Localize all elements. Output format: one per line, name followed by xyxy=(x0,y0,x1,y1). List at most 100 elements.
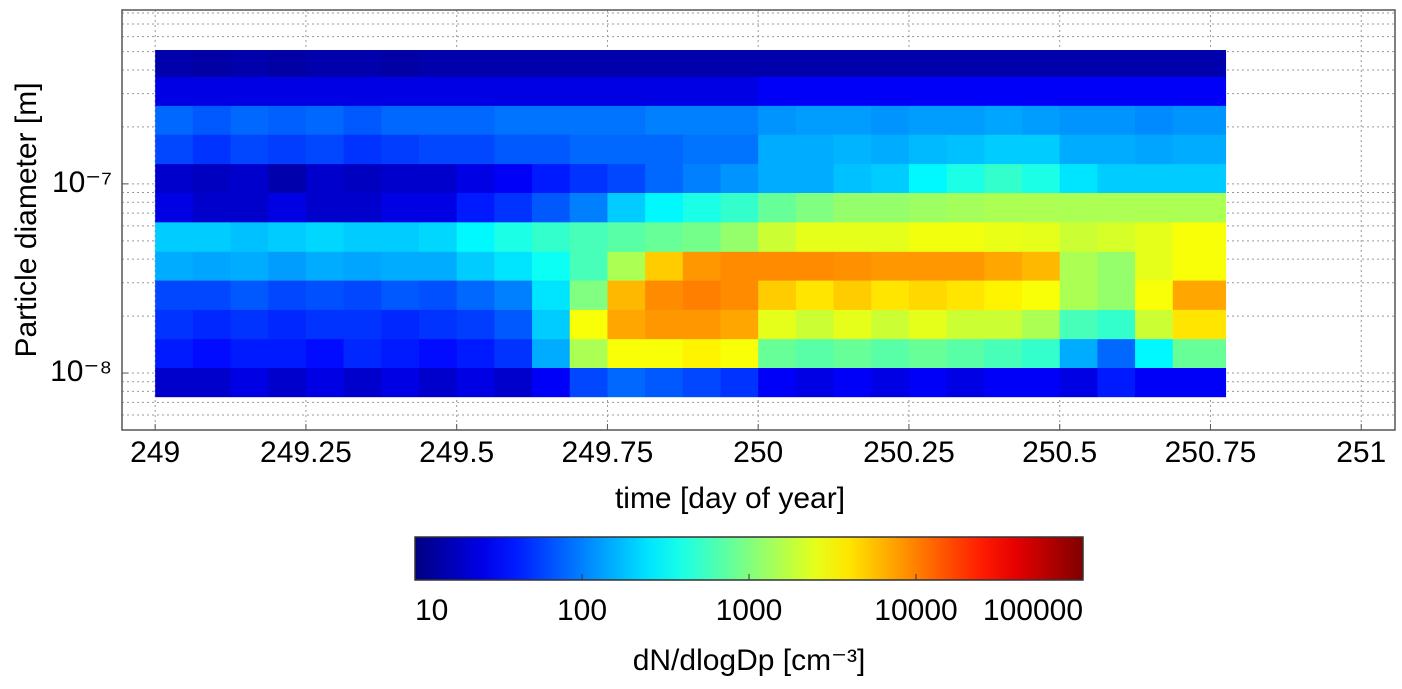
heatmap-cell xyxy=(532,76,571,106)
heatmap-cell xyxy=(418,192,458,223)
heatmap-cell xyxy=(871,105,910,135)
heatmap-cell xyxy=(230,309,269,340)
heatmap-cell xyxy=(268,163,307,194)
heatmap-cell xyxy=(268,338,307,368)
heatmap-cell xyxy=(607,367,646,398)
heatmap-cell xyxy=(192,163,232,194)
heatmap-cell xyxy=(795,280,835,310)
heatmap-cell xyxy=(155,76,194,106)
heatmap-cell xyxy=(1135,251,1174,281)
heatmap-cell xyxy=(343,309,382,340)
heatmap-cell xyxy=(645,367,684,398)
heatmap-cell xyxy=(230,105,269,135)
x-axis-label: time [day of year] xyxy=(615,482,845,515)
x-tick-label: 250.5 xyxy=(1022,436,1097,469)
heatmap-cell xyxy=(456,280,495,310)
heatmap-cell xyxy=(720,76,759,106)
heatmap-cell xyxy=(381,338,420,368)
heatmap-cell xyxy=(645,251,684,281)
heatmap-cell xyxy=(494,309,533,340)
heatmap-cell xyxy=(569,221,608,252)
heatmap-cell xyxy=(1097,367,1136,398)
x-tick-label: 249.5 xyxy=(419,436,494,469)
heatmap-cell xyxy=(494,105,533,135)
y-axis-label: Particle diameter [m] xyxy=(10,82,43,357)
heatmap-cell xyxy=(984,309,1023,340)
heatmap-cell xyxy=(645,163,684,194)
heatmap-cell xyxy=(607,192,646,223)
heatmap-cell xyxy=(645,76,684,106)
heatmap-cell xyxy=(569,309,608,340)
heatmap-cell xyxy=(908,134,948,165)
heatmap-cell xyxy=(268,309,307,340)
heatmap-cell xyxy=(381,76,420,106)
heatmap-cell xyxy=(1172,163,1227,194)
heatmap-cell xyxy=(833,163,872,194)
heatmap-cell xyxy=(720,50,759,77)
heatmap-cell xyxy=(1059,251,1098,281)
heatmap-cell xyxy=(155,221,194,252)
heatmap-cell xyxy=(1022,76,1061,106)
heatmap-cell xyxy=(984,163,1023,194)
heatmap-cell xyxy=(381,367,420,398)
heatmap-cell xyxy=(871,50,910,77)
heatmap-cell xyxy=(418,76,458,106)
heatmap-cell xyxy=(532,163,571,194)
heatmap-cell xyxy=(607,251,646,281)
heatmap-cell xyxy=(456,105,495,135)
heatmap-cell xyxy=(607,221,646,252)
heatmap-cell xyxy=(758,367,797,398)
heatmap-cell xyxy=(1135,134,1174,165)
heatmap-cell xyxy=(946,251,985,281)
heatmap-cell xyxy=(305,163,345,194)
heatmap-cell xyxy=(230,192,269,223)
x-tick-label: 249 xyxy=(130,436,180,469)
heatmap-cell xyxy=(268,50,307,77)
heatmap-cell xyxy=(1172,338,1227,368)
heatmap-cell xyxy=(305,338,345,368)
heatmap-cell xyxy=(1059,367,1098,398)
heatmap-cell xyxy=(946,192,985,223)
heatmap-cell xyxy=(795,163,835,194)
heatmap-cell xyxy=(758,338,797,368)
colorbar xyxy=(414,536,1084,581)
heatmap-cell xyxy=(381,280,420,310)
heatmap-cell xyxy=(1097,221,1136,252)
heatmap-cell xyxy=(494,192,533,223)
heatmap-cell xyxy=(1097,280,1136,310)
heatmap-cell xyxy=(343,251,382,281)
x-tick-label: 250.25 xyxy=(863,436,955,469)
heatmap-cell xyxy=(1022,105,1061,135)
colorbar-tick-label: 10 xyxy=(415,594,448,627)
heatmap-cell xyxy=(720,192,759,223)
heatmap-cell xyxy=(720,251,759,281)
heatmap-cell xyxy=(946,309,985,340)
heatmap-cell xyxy=(192,251,232,281)
heatmap-cell xyxy=(1172,280,1227,310)
heatmap-cell xyxy=(1059,192,1098,223)
heatmap-cell xyxy=(908,221,948,252)
heatmap-cell xyxy=(1059,280,1098,310)
heatmap-cell xyxy=(1059,134,1098,165)
heatmap-cell xyxy=(833,76,872,106)
heatmap-cell xyxy=(871,192,910,223)
heatmap-cell xyxy=(381,221,420,252)
heatmap-cell xyxy=(946,163,985,194)
heatmap-cell xyxy=(532,338,571,368)
heatmap-cell xyxy=(908,163,948,194)
heatmap-cell xyxy=(607,105,646,135)
heatmap-cell xyxy=(1059,338,1098,368)
heatmap-cell xyxy=(1097,105,1136,135)
heatmap-cell xyxy=(532,251,571,281)
heatmap-cell xyxy=(1135,367,1174,398)
heatmap-cell xyxy=(1059,50,1098,77)
heatmap-cell xyxy=(984,367,1023,398)
heatmap-cell xyxy=(494,338,533,368)
heatmap-cell xyxy=(908,251,948,281)
heatmap-cell xyxy=(456,76,495,106)
heatmap-cell xyxy=(381,163,420,194)
heatmap-cell xyxy=(343,105,382,135)
heatmap-cell xyxy=(569,192,608,223)
heatmap-cell xyxy=(230,221,269,252)
heatmap-cell xyxy=(192,50,232,77)
